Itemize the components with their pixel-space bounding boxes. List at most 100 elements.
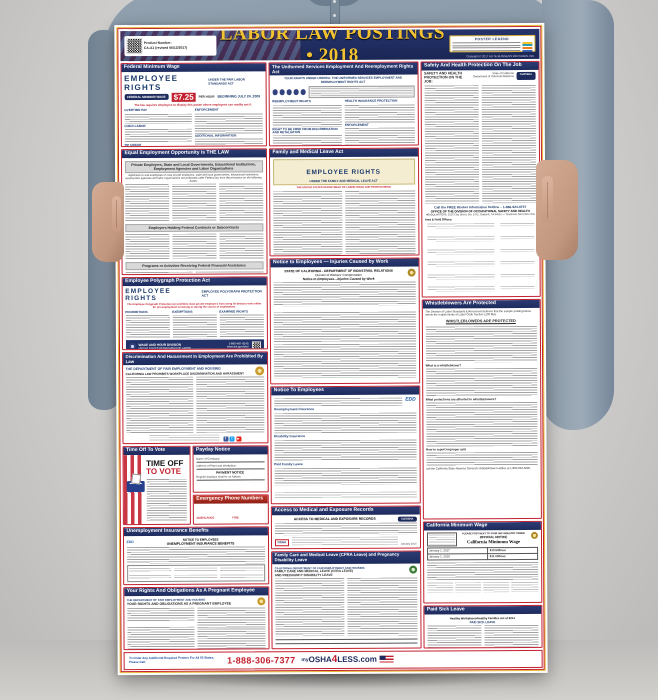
- access-heading: ACCESS TO MEDICAL AND EXPOSURE RECORDS: [293, 516, 376, 522]
- vote-big-2: TO VOTE: [146, 466, 182, 476]
- vote-payday-row: Time Off To Vote TIME OFF TO VOTE: [122, 444, 269, 525]
- wage-unit: PER HOUR: [198, 94, 215, 99]
- brand-flag-icon: [379, 655, 394, 664]
- safety-heading: SAFETY AND HEALTH PROTECTION ON THE JOB:: [424, 70, 463, 84]
- col-heading: HEALTH INSURANCE PROTECTION: [344, 98, 398, 104]
- section-california-minimum-wage: California Minimum Wage PLEASE POST NEXT…: [422, 520, 542, 604]
- q-report: How to report improper acts: [426, 446, 467, 452]
- product-number: CA-A1 (revised 06/12/2017): [143, 45, 188, 50]
- col-heading: REEMPLOYMENT RIGHTS: [272, 99, 311, 104]
- poster-title: LABOR LAW POSTINGS • 2018: [219, 28, 445, 61]
- calosha-badge: Cal/OSHA: [398, 516, 417, 522]
- product-number-box: Product Number: CA-A1 (revised 06/12/201…: [123, 35, 216, 56]
- shirt-placket: [330, 0, 340, 26]
- section-paid-sick-leave: Paid Sick Leave Healthy Workplaces/Healt…: [422, 604, 543, 649]
- q-what-is-whistleblower: What is a whistleblower?: [425, 362, 462, 368]
- legend-swatch: [521, 49, 532, 52]
- footer-web: www.dol.gov/whd: [226, 344, 249, 349]
- q-protections: What protections are afforded to whistle…: [425, 396, 497, 402]
- edd-logo: EDD: [126, 539, 134, 544]
- dfeh-seal-icon: [256, 596, 265, 606]
- order-bar: To Order Any Additional Required Posters…: [123, 649, 543, 670]
- dosh-hq-line: HEADQUARTERS: 1515 Clay Street, Ste. 190…: [425, 213, 535, 217]
- copyright-line: Copyright © 2017 ELITE BUSINESS VENTURES…: [466, 53, 535, 58]
- person-left-thumb: [112, 196, 121, 232]
- cfra-form-line: [275, 637, 418, 641]
- military-seal-icon: [272, 89, 278, 95]
- section-title: Family Care and Medical Leave (CFRA Leav…: [271, 551, 420, 565]
- employee-rights-heading: EMPLOYEE RIGHTS: [306, 168, 381, 176]
- employee-rights-heading: EMPLOYEE RIGHTS: [125, 287, 171, 302]
- section-safety-health: Safety And Health Protection On The Job …: [419, 60, 541, 298]
- flsa-subheading: UNDER THE FAIR LABOR STANDARDS ACT: [208, 77, 245, 86]
- payday-paydays-label: Regular paydays shall be as follows:: [196, 474, 242, 479]
- military-seal-icon: [293, 89, 299, 95]
- section-userra: The Uniformed Services Employment And Re…: [267, 61, 419, 146]
- order-phone: 1-888-306-7377: [227, 654, 296, 666]
- col-heading: ADDITIONAL INFORMATION: [194, 132, 237, 138]
- brand-pre: my: [301, 656, 309, 663]
- youtube-icon: ▶: [235, 436, 241, 442]
- section-payday-notice: Payday Notice Name of Company: Address o…: [192, 444, 269, 493]
- person-right-thumb: [542, 176, 553, 222]
- employee-rights-heading: EMPLOYEE RIGHTS: [124, 73, 179, 92]
- section-discrimination-harassment: Discrimination And Harassment In Employm…: [121, 350, 268, 444]
- eeo-band-1: Private Employers, State and Local Gover…: [124, 159, 263, 173]
- polygraph-notice: The Employee Polygraph Protection Act pr…: [127, 301, 262, 309]
- section-edd-notice-to-employees: Notice To Employees EDD Unemployment Ins…: [269, 385, 421, 504]
- twitter-icon: t: [229, 436, 235, 442]
- section-eeo-is-the-law: Equal Employment Opportunity is THE LAW …: [120, 147, 268, 275]
- section-fmla: Family and Medical Leave Act EMPLOYEE RI…: [268, 147, 420, 256]
- injuries-heading: Notice to Employees—Injuries Caused by W…: [302, 276, 375, 281]
- eeo-band-2: Employers Holding Federal Contracts or S…: [124, 223, 263, 233]
- poster-legend: POSTER LEGEND: [448, 34, 535, 53]
- schedule-rate: $11.00/hour: [487, 553, 538, 560]
- section-federal-minimum-wage: Federal Minimum Wage EMPLOYEE RIGHTS UND…: [119, 61, 267, 147]
- col-heading: OVERTIME PAY: [124, 108, 148, 113]
- whistleblower-intro: The Division of Labor Standards Enforcem…: [425, 308, 531, 317]
- col-heading: TIP CREDIT: [124, 142, 142, 146]
- schedule-date: January 1, 2018: [427, 553, 488, 560]
- california-state-seal-icon: [530, 531, 538, 539]
- ui-heading-2: UNEMPLOYMENT INSURANCE BENEFITS: [166, 541, 235, 546]
- qr-code-icon: [251, 341, 261, 349]
- wage-label: FEDERAL MINIMUM WAGE: [124, 93, 169, 101]
- col-heading: [127, 623, 195, 627]
- brand-rest: LESS.com: [337, 654, 377, 664]
- osha4less-logo: my OSHA 4 LESS.com: [301, 654, 394, 665]
- section-cfra-pregnancy-leave: Family Care and Medical Leave (CFRA Leav…: [270, 550, 422, 649]
- cfra-form-line: [275, 641, 418, 645]
- section-time-off-to-vote: Time Off To Vote TIME OFF TO VOTE: [122, 445, 191, 525]
- california-state-seal-icon: [407, 268, 416, 277]
- agency-line-2: Department of Industrial Relations: [473, 74, 514, 79]
- poster-notice-line: The law requires employers to display th…: [134, 102, 253, 107]
- col-heading: Disability Insurance: [273, 434, 306, 439]
- wage-schedule-table: January 1, 2017 $10.50/hour January 1, 2…: [427, 547, 538, 561]
- whistleblower-hotline-line: call the California State Attorney Gener…: [426, 465, 531, 471]
- userra-heading: YOUR RIGHTS UNDER USERRA: THE UNIFORMED …: [284, 76, 403, 84]
- col-heading: EXAMINEE RIGHTS: [219, 309, 249, 314]
- payday-address-label: Address of Plant and Workplace:: [196, 463, 237, 468]
- order-note: To Order Any Additional Required Posters…: [129, 655, 215, 664]
- section-injuries-caused-by-work: Notice to Employees — Injuries Caused by…: [269, 257, 420, 384]
- brand-osha: OSHA: [308, 655, 332, 665]
- dfeh-seal-icon: [254, 366, 264, 376]
- facebook-icon: f: [222, 436, 228, 442]
- access-date: January 2015: [400, 542, 417, 546]
- qr-code-icon: [125, 37, 142, 54]
- col-heading: Paid Family Leave: [274, 462, 303, 467]
- polygraph-subheading: EMPLOYEE POLYGRAPH PROTECTION ACT: [201, 288, 262, 298]
- payday-company-label: Name of Company:: [196, 456, 221, 461]
- labor-law-poster: Product Number: CA-A1 (revised 06/12/201…: [114, 22, 548, 676]
- section-unemployment-insurance: Unemployment Insurance Benefits EDD NOTI…: [122, 525, 269, 585]
- field-offices-table: [425, 221, 536, 294]
- col-heading: PROHIBITIONS: [125, 309, 148, 314]
- section-polygraph: Employee Polygraph Protection Act EMPLOY…: [121, 275, 268, 350]
- military-seal-icon: [279, 89, 285, 95]
- osha-logo: OSHA: [274, 538, 290, 546]
- footer-dept: UNITED STATES DEPARTMENT OF LABOR: [138, 346, 191, 349]
- military-seal-icon: [300, 89, 306, 95]
- section-access-medical-records: Access to Medical and Exposure Records A…: [270, 505, 421, 549]
- edd-logo: EDD: [405, 396, 416, 403]
